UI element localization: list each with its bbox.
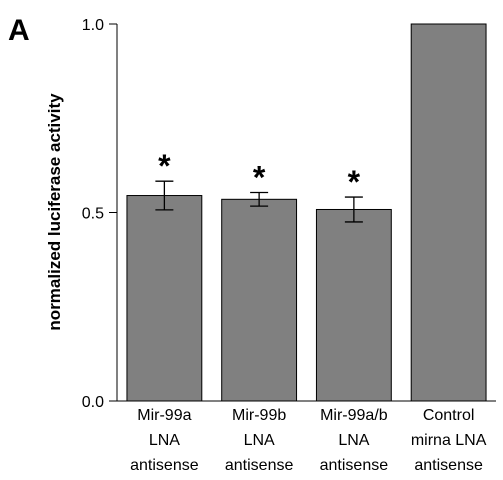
x-category-label: Mir-99a/b [320,407,388,424]
x-category-label: antisense [225,457,294,474]
bar [410,23,487,402]
bar [126,195,203,402]
y-axis-label: normalized luciferase activity [45,93,64,331]
significance-star: * [253,160,266,196]
x-category-label: LNA [244,432,275,449]
bar [221,198,298,402]
x-category-label: antisense [414,457,483,474]
y-tick-label: 0.5 [82,206,104,223]
x-category-label: Mir-99a [137,407,191,424]
x-category-label: antisense [130,457,199,474]
y-tick-label: 0.0 [82,394,104,411]
x-category-label: Control [423,407,475,424]
y-axis-ticks: 0.0 0.5 1.0 [82,17,117,411]
bar [315,208,392,402]
y-axis-line [116,24,496,402]
x-category-label: LNA [149,432,180,449]
panel-label: A [8,14,30,47]
x-category-label: Mir-99b [232,407,286,424]
error-bars [155,180,363,223]
y-tick-label: 1.0 [82,17,104,34]
error-bar [155,180,174,211]
significance-markers: * * * [158,148,361,200]
significance-star: * [348,164,361,200]
x-category-label: LNA [338,432,369,449]
x-category-label: mirna LNA [411,432,487,449]
significance-star: * [158,148,171,184]
x-axis-categories: Mir-99a LNA antisense Mir-99b LNA antisense Mi… [130,407,487,474]
bars [126,23,487,402]
error-bar [344,196,363,223]
x-category-label: antisense [320,457,389,474]
error-bar [250,191,269,207]
